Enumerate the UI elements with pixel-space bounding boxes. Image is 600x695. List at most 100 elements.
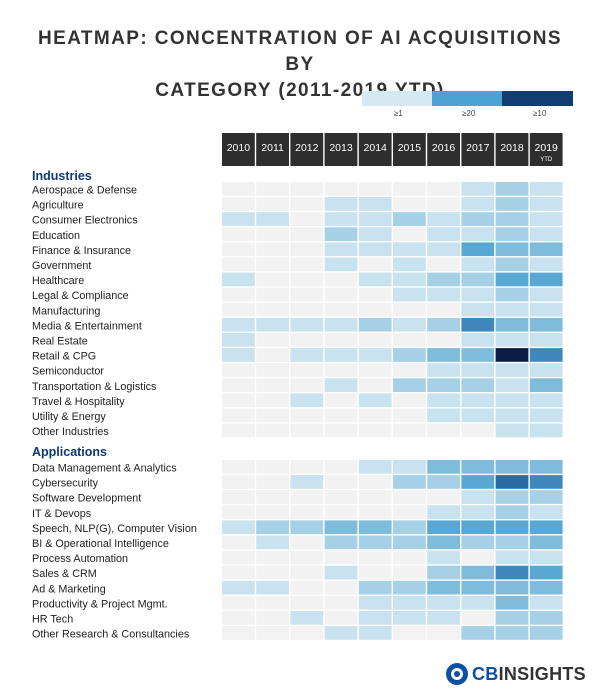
- heatmap-cell: [495, 423, 529, 438]
- heatmap-cell: [393, 197, 426, 211]
- heatmap-cell: [324, 378, 358, 392]
- heatmap-cell: [324, 302, 358, 317]
- heatmap-cell: [290, 378, 324, 392]
- heatmap-cell: [358, 242, 392, 257]
- heatmap-cell: [290, 580, 324, 595]
- heatmap-cell: [324, 272, 358, 287]
- heatmap-cell: [427, 460, 460, 474]
- heatmap-cell: [358, 302, 392, 317]
- heatmap-cell: [358, 535, 392, 550]
- heatmap-cell: [222, 595, 255, 610]
- heatmap-cell: [461, 363, 495, 377]
- heatmap-cell: [256, 197, 289, 211]
- heatmap-cell: [358, 333, 392, 347]
- heatmap-cell: [222, 287, 255, 302]
- heatmap-cell: [358, 393, 392, 408]
- heatmap-cell: [358, 287, 392, 302]
- heatmap-cell: [393, 272, 426, 287]
- heatmap-cell: [427, 302, 460, 317]
- heatmap-cell: [393, 580, 426, 595]
- group-label-1: Applications: [32, 445, 107, 459]
- heatmap-cell: [324, 257, 358, 272]
- heatmap-cell: [427, 475, 460, 489]
- row-label: BI & Operational Intelligence: [32, 538, 169, 550]
- row-label: Finance & Insurance: [32, 245, 131, 257]
- chart-title-line-1: HEATMAP: CONCENTRATION OF AI ACQUISITION…: [38, 28, 562, 75]
- cbinsights-logo-icon: [445, 663, 468, 685]
- heatmap-cell: [495, 242, 529, 257]
- heatmap-cell: [529, 580, 563, 595]
- heatmap-cell: [393, 333, 426, 347]
- heatmap-cell: [427, 227, 460, 241]
- heatmap-cell: [427, 408, 460, 423]
- heatmap-cell: [222, 242, 255, 257]
- heatmap-cell: [290, 272, 324, 287]
- heatmap-cell: [461, 611, 495, 625]
- heatmap-cell: [461, 460, 495, 474]
- heatmap-cell: [256, 393, 289, 408]
- row-label: Real Estate: [32, 336, 88, 348]
- heatmap-cell: [256, 242, 289, 257]
- heatmap-cell: [495, 363, 529, 377]
- logo-prefix: CB: [471, 663, 499, 684]
- heatmap-cell: [495, 272, 529, 287]
- legend-label-3: ≥10: [533, 109, 547, 118]
- column-label-2012: 2012: [295, 142, 319, 154]
- column-label-2015: 2015: [398, 142, 422, 154]
- row-label: Other Industries: [32, 426, 109, 438]
- heatmap-cell: [461, 302, 495, 317]
- heatmap-cell: [256, 333, 289, 347]
- heatmap-cell: [427, 565, 460, 580]
- heatmap-cell: [290, 363, 324, 377]
- heatmap-cell: [427, 287, 460, 302]
- heatmap-cell: [461, 378, 495, 392]
- heatmap-cell: [358, 378, 392, 392]
- heatmap-cell: [529, 475, 563, 489]
- heatmap-cell: [222, 505, 255, 519]
- heatmap-cell: [461, 317, 495, 332]
- heatmap-cell: [427, 595, 460, 610]
- heatmap-cell: [358, 520, 392, 535]
- heatmap-cell: [324, 550, 358, 565]
- heatmap-cell: [290, 333, 324, 347]
- column-label-2013: 2013: [329, 142, 353, 154]
- heatmap-cell: [427, 423, 460, 438]
- heatmap-cell: [324, 333, 358, 347]
- row-label: Other Research & Consultancies: [32, 629, 190, 641]
- heatmap-cell: [290, 550, 324, 565]
- legend-swatch-1: [362, 91, 432, 106]
- heatmap-cell: [256, 423, 289, 438]
- heatmap-cell: [324, 287, 358, 302]
- heatmap-cell: [358, 197, 392, 211]
- heatmap-cell: [393, 182, 426, 196]
- heatmap-cell: [529, 595, 563, 610]
- heatmap-cell: [529, 408, 563, 423]
- row-label: Healthcare: [32, 275, 84, 287]
- heatmap-cell: [290, 460, 324, 474]
- heatmap-cell: [324, 580, 358, 595]
- heatmap-cell: [495, 182, 529, 196]
- heatmap-cell: [529, 363, 563, 377]
- heatmap-cell: [529, 212, 563, 226]
- heatmap-cell: [324, 182, 358, 196]
- heatmap-cell: [529, 611, 563, 625]
- heatmap-cell: [495, 535, 529, 550]
- heatmap-cell: [529, 272, 563, 287]
- heatmap-cell: [461, 333, 495, 347]
- column-header-2013: [324, 133, 358, 166]
- heatmap-cell: [393, 505, 426, 519]
- heatmap-cell: [324, 393, 358, 408]
- heatmap-cell: [222, 520, 255, 535]
- heatmap-cell: [461, 626, 495, 640]
- heatmap-cell: [393, 408, 426, 423]
- heatmap-cell: [222, 182, 255, 196]
- heatmap-cell: [393, 378, 426, 392]
- heatmap-cell: [358, 475, 392, 489]
- heatmap-cell: [495, 287, 529, 302]
- heatmap-cell: [222, 408, 255, 423]
- heatmap-cell: [222, 272, 255, 287]
- heatmap-cell: [256, 363, 289, 377]
- column-label-2019: 2019: [535, 142, 559, 154]
- heatmap-cell: [495, 257, 529, 272]
- row-label: Transportation & Logistics: [32, 381, 157, 393]
